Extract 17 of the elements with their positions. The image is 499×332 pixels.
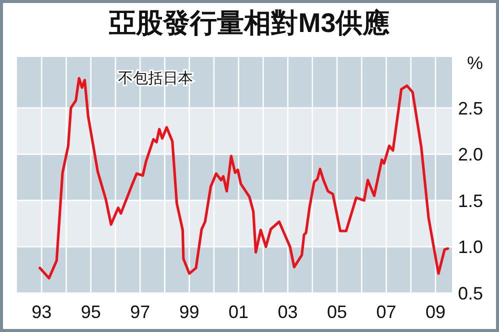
x-tick-label: 01 <box>228 302 249 322</box>
x-tick-label: 95 <box>80 302 101 322</box>
x-tick-label: 03 <box>278 302 298 322</box>
y-tick-label: 0.5 <box>458 284 484 304</box>
x-tick-label: 93 <box>32 302 52 322</box>
chart-title: 亞股發行量相對M3供應 <box>108 8 391 38</box>
x-tick-label: 09 <box>425 302 446 322</box>
y-axis-title: % <box>466 53 484 73</box>
y-tick-label: 1.5 <box>458 190 484 211</box>
annotation: 不包括日本 <box>118 70 193 87</box>
x-tick-label: 97 <box>130 302 150 322</box>
y-tick-label: 2.0 <box>458 144 484 165</box>
x-tick-label: 05 <box>327 302 348 322</box>
y-tick-label: 2.5 <box>458 98 484 118</box>
x-tick-label: 99 <box>179 302 200 322</box>
y-tick-label: 1.0 <box>458 237 484 258</box>
x-tick-label: 07 <box>376 302 396 322</box>
